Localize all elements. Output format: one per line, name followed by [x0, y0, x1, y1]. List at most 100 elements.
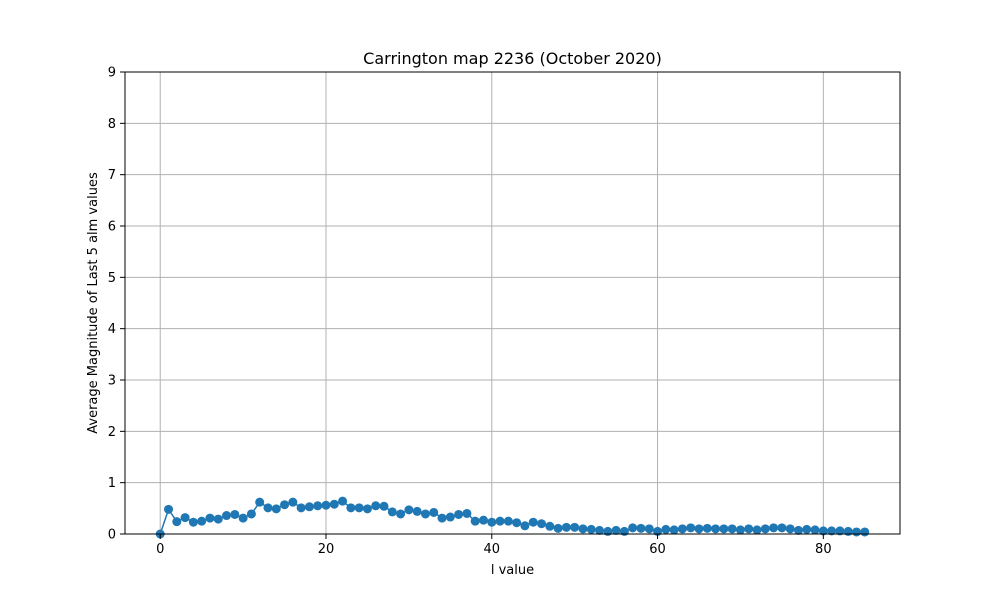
data-point	[545, 521, 555, 531]
y-tick-label: 6	[108, 220, 116, 235]
data-point	[470, 516, 480, 526]
data-point	[230, 509, 240, 519]
data-point	[188, 517, 198, 527]
data-point	[255, 497, 265, 507]
data-point	[644, 524, 654, 534]
x-tick-label: 20	[318, 542, 335, 557]
data-point	[636, 523, 646, 533]
y-tick-label: 3	[108, 374, 116, 389]
data-point	[412, 506, 422, 516]
data-point	[238, 513, 248, 523]
data-point	[371, 501, 381, 511]
data-point	[437, 513, 447, 523]
data-point	[628, 523, 638, 533]
data-point	[802, 524, 812, 534]
data-point	[735, 525, 745, 535]
data-point	[769, 523, 779, 533]
series-layer	[155, 496, 870, 539]
data-point	[172, 517, 182, 527]
data-point	[495, 516, 505, 526]
data-point	[570, 522, 580, 532]
x-axis-label: l value	[491, 563, 534, 578]
data-point	[827, 526, 837, 536]
data-point	[280, 500, 290, 510]
data-point	[760, 524, 770, 534]
data-point	[462, 508, 472, 518]
y-tick-label: 8	[108, 117, 116, 132]
data-point	[793, 525, 803, 535]
data-point	[586, 524, 596, 534]
data-point	[744, 524, 754, 534]
data-point	[520, 521, 530, 531]
data-point	[396, 509, 406, 519]
data-point	[338, 496, 348, 506]
y-tick-label: 2	[108, 425, 116, 440]
data-point	[818, 526, 828, 536]
data-point	[578, 524, 588, 534]
x-tick-label: 80	[815, 542, 832, 557]
data-point	[835, 526, 845, 536]
data-point	[694, 524, 704, 534]
data-point	[503, 516, 513, 526]
data-point	[561, 522, 571, 532]
data-point	[611, 525, 621, 535]
data-point	[205, 513, 215, 523]
data-point	[661, 524, 671, 534]
y-tick-label: 0	[108, 528, 116, 543]
y-tick-label: 7	[108, 168, 116, 183]
data-point	[362, 504, 372, 514]
data-point	[727, 524, 737, 534]
y-axis-label: Average Magnitude of Last 5 alm values	[86, 172, 101, 434]
data-point	[669, 525, 679, 535]
data-point	[313, 501, 323, 511]
data-point	[537, 519, 547, 529]
data-point	[404, 505, 414, 515]
data-point	[296, 503, 306, 513]
data-point	[346, 503, 356, 513]
data-point	[528, 517, 538, 527]
data-point	[619, 526, 629, 536]
data-point	[246, 509, 256, 519]
data-point	[271, 504, 281, 514]
data-point	[445, 512, 455, 522]
x-tick-label: 0	[156, 542, 164, 557]
data-point	[213, 514, 223, 524]
plot-frame	[124, 71, 901, 535]
data-point	[843, 526, 853, 536]
data-point	[603, 526, 613, 536]
chart-title: Carrington map 2236 (October 2020)	[363, 49, 662, 68]
y-tick-label: 4	[108, 322, 116, 337]
data-point	[354, 503, 364, 513]
data-point	[595, 525, 605, 535]
data-point	[321, 500, 331, 510]
data-point	[752, 525, 762, 535]
data-point	[180, 513, 190, 523]
data-point	[711, 524, 721, 534]
data-point	[263, 503, 273, 513]
data-point	[379, 501, 389, 511]
data-point	[387, 507, 397, 517]
data-point	[164, 504, 174, 514]
data-point	[785, 524, 795, 534]
x-tick-label: 40	[484, 542, 501, 557]
y-tick-label: 1	[108, 476, 116, 491]
data-point	[487, 517, 497, 527]
data-point	[222, 511, 232, 521]
data-point	[288, 497, 298, 507]
data-point	[851, 527, 861, 537]
data-point	[429, 507, 439, 517]
data-point	[860, 527, 870, 537]
data-point	[777, 523, 787, 533]
data-point	[478, 515, 488, 525]
data-point	[512, 518, 522, 528]
ticks: 0 20 40 60 80 0 1 2 3 4 5 6 7 8 9	[108, 66, 832, 558]
y-tick-label: 5	[108, 271, 116, 286]
y-tick-label: 9	[108, 66, 116, 81]
data-point	[677, 524, 687, 534]
data-point	[686, 523, 696, 533]
data-point	[329, 499, 339, 509]
data-point	[553, 523, 563, 533]
data-point	[420, 509, 430, 519]
